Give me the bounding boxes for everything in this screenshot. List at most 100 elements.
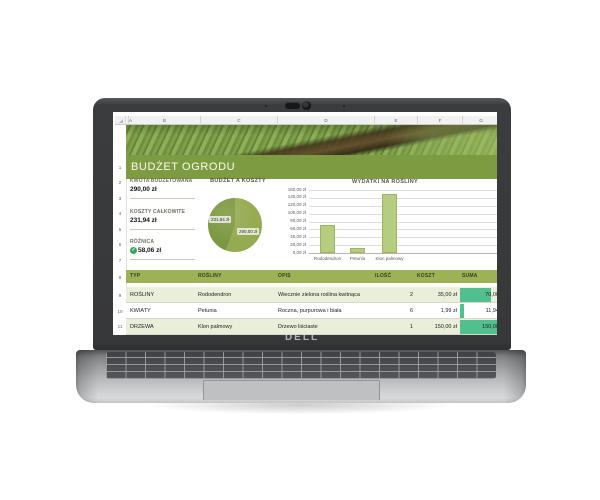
row-number-11[interactable]: 11 xyxy=(117,324,123,329)
check-circle-icon xyxy=(130,247,137,254)
column-header-cell-f[interactable]: F xyxy=(417,116,462,125)
table-row[interactable]: KWIATY Petunia Roczna, purpurowa i biała 6 1… xyxy=(126,303,497,319)
row-number-10[interactable]: 10 xyxy=(117,309,123,314)
microphone-dot-icon xyxy=(265,105,267,107)
table-header-cell[interactable]: ILOŚĆ xyxy=(375,273,392,279)
cell-suma: 11,94 xyxy=(485,308,497,314)
summary-block[interactable]: KOSZTY CAŁKOWITE 231,94 zł xyxy=(130,208,195,238)
row-number-5[interactable]: 5 xyxy=(118,227,122,232)
bar-chart-title: WYDATKI NA ROŚLINY xyxy=(352,179,418,185)
summary-value: 231,94 zł xyxy=(130,217,157,224)
pie-slice-label: 231,94 zł xyxy=(209,216,232,223)
summary-underline xyxy=(130,198,195,199)
row-number-4[interactable]: 4 xyxy=(118,211,122,216)
bar[interactable] xyxy=(382,193,397,253)
cell-opis: Wiecznie zielona roślina kwitnąca xyxy=(278,292,360,298)
row-gutter-border xyxy=(126,125,127,335)
cell-koszt: 35,00 zł xyxy=(437,292,457,298)
y-axis-tick-label: 160,00 zł xyxy=(287,186,306,192)
gridline xyxy=(309,213,497,215)
x-axis-category-label: Klon palmowy xyxy=(375,256,404,261)
suma-data-bar xyxy=(460,304,464,318)
column-header-cell-d[interactable]: D xyxy=(277,116,374,125)
cell-roslina: Rododendron xyxy=(198,292,232,298)
gridline xyxy=(309,197,497,199)
column-header-cell-g[interactable]: G xyxy=(462,116,497,125)
cell-roslina: Petunia xyxy=(198,308,217,314)
sheet-title: BUDŻET OGRODU xyxy=(131,161,236,173)
summary-underline xyxy=(130,259,195,260)
cell-ilosc: 6 xyxy=(409,308,413,314)
table-row[interactable]: ROŚLINY Rododendron Wiecznie zielona rośli… xyxy=(126,287,497,303)
cell-opis: Drzewo liściaste xyxy=(278,324,318,330)
summary-value-text: 231,94 zł xyxy=(130,217,157,224)
summary-label: RÓŻNICA xyxy=(130,239,155,245)
y-axis-tick-label: 80,00 zł xyxy=(290,218,306,223)
cell-ilosc: 2 xyxy=(409,292,413,298)
gridline xyxy=(309,237,497,239)
column-header-cell-e[interactable]: E xyxy=(374,116,417,125)
table-header-cell[interactable]: ROŚLINY xyxy=(198,273,222,279)
row-number-3[interactable]: 3 xyxy=(118,196,122,201)
summary-value-text: 290,00 zł xyxy=(130,186,157,193)
cell-roslina: Klon palmowy xyxy=(198,324,233,330)
gridline xyxy=(309,245,497,247)
webcam-icon xyxy=(302,101,311,110)
y-axis-tick-label: 20,00 zł xyxy=(290,241,306,247)
row-number-6[interactable]: 6 xyxy=(118,242,122,247)
webcam-shutter-icon xyxy=(285,102,300,109)
microphone-dot-icon xyxy=(343,105,345,107)
suma-data-bar xyxy=(460,288,491,302)
table-header-cell[interactable]: OPIS xyxy=(278,273,291,279)
summary-label: KOSZTY CAŁKOWITE xyxy=(130,209,186,215)
summary-block[interactable]: KWOTA BUDŻETOWANA 290,00 zł xyxy=(130,177,195,207)
pie-chart-title: BUDŻET A KOSZTY xyxy=(210,178,266,184)
row-number-2[interactable]: 2 xyxy=(118,180,122,185)
x-axis-line xyxy=(309,253,497,254)
cell-suma: 150,00 xyxy=(482,324,497,330)
gridline xyxy=(309,205,497,207)
y-axis-tick-label: 60,00 zł xyxy=(290,225,306,231)
suma-data-bar xyxy=(460,320,497,334)
column-header-cell-a[interactable]: A xyxy=(128,118,132,123)
cell-opis: Roczna, purpurowa i biała xyxy=(278,308,342,314)
banner-image xyxy=(126,125,497,155)
column-header-cell-b[interactable]: B xyxy=(128,116,200,125)
pie-graphic[interactable] xyxy=(208,198,262,252)
cell-ilosc: 1 xyxy=(409,324,413,330)
cell-koszt: 1,99 zł xyxy=(440,308,457,314)
table-header-row: TYP ROŚLINY OPIS ILOŚĆ KOSZT SUMA xyxy=(126,270,497,283)
summary-value: 290,00 zł xyxy=(130,186,157,193)
row-number-1[interactable]: 1 xyxy=(118,165,122,170)
column-header-cell-c[interactable]: C xyxy=(200,116,277,125)
cell-koszt: 150,00 zł xyxy=(434,324,457,330)
row-number-9[interactable]: 9 xyxy=(118,293,122,298)
select-all-corner[interactable]: A xyxy=(115,116,132,125)
bar[interactable] xyxy=(320,225,335,253)
y-axis-tick-label: 100,00 zł xyxy=(287,210,306,216)
summary-block[interactable]: RÓŻNICA 58,06 zł xyxy=(130,238,195,268)
dell-logo: DELL xyxy=(284,332,320,343)
row-number-7[interactable]: 7 xyxy=(118,258,122,263)
cell-typ: ROŚLINY xyxy=(130,292,155,298)
row-number-8[interactable]: 8 xyxy=(118,275,122,280)
gridline xyxy=(309,190,497,191)
table-header-cell[interactable]: TYP xyxy=(130,273,141,279)
table-header-cell[interactable]: SUMA xyxy=(462,273,478,279)
summary-label: KWOTA BUDŻETOWANA xyxy=(130,178,193,184)
bar[interactable] xyxy=(350,248,365,253)
table-header-cell[interactable]: KOSZT xyxy=(417,273,435,279)
cell-typ: DRZEWA xyxy=(130,324,154,330)
y-axis-tick-label: 120,00 zł xyxy=(287,202,306,208)
summary-value-text: 58,06 zł xyxy=(138,247,162,254)
table-row[interactable]: DRZEWA Klon palmowy Drzewo liściaste 1 150,0… xyxy=(126,319,497,335)
x-axis-category-label: Rododendron xyxy=(313,256,342,261)
x-axis-category-label: Petunia xyxy=(349,256,366,261)
sheet-title-bar[interactable]: BUDŻET OGRODU xyxy=(126,155,497,179)
y-axis-tick-label: 140,00 zł xyxy=(287,194,306,200)
